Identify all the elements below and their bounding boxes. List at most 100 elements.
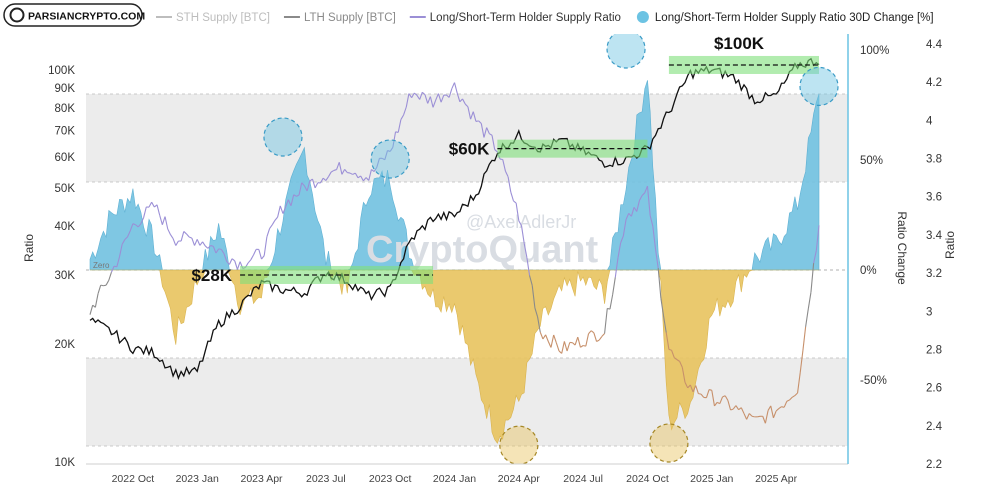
ratio-line-segment (746, 413, 750, 420)
level-label: $100K (714, 34, 765, 53)
ratio-line-segment (408, 93, 413, 99)
legend-swatch-dot (636, 11, 649, 23)
ratio-line-segment (641, 192, 646, 196)
ratio-line-segment (427, 96, 431, 104)
ratio-line-segment (510, 191, 514, 202)
ratio-line-segment (810, 263, 815, 293)
y-middle-tick-label: -50% (860, 375, 887, 387)
ratio-line-segment (743, 413, 748, 420)
ratio-line-segment (614, 257, 619, 278)
ratio-line-segment (100, 284, 104, 287)
ratio-line-segment (526, 257, 531, 276)
ratio-line-segment (194, 239, 198, 246)
ratio-line-segment (94, 293, 99, 308)
ratio-line-segment (277, 205, 281, 218)
ratio-line-segment (320, 177, 324, 184)
ratio-line-segment (764, 410, 769, 424)
ratio-line-segment (135, 224, 139, 228)
ratio-line-segment (531, 285, 536, 309)
ratio-line-segment (684, 381, 689, 389)
ratio-line-segment (529, 275, 533, 286)
y-left-tick-label: 40K (55, 221, 76, 233)
ratio-line-segment (169, 234, 174, 239)
ratio-line-segment (306, 180, 311, 192)
ratio-line-segment (593, 332, 598, 342)
ratio-line-segment (542, 334, 547, 340)
ratio-line-segment (105, 280, 110, 286)
ratio-line-segment (424, 94, 429, 104)
ratio-line-segment (175, 240, 179, 246)
ratio-line-segment (807, 292, 812, 310)
highlight-circle (799, 66, 839, 107)
ratio-line-segment (646, 185, 651, 216)
ratio-line-segment (148, 201, 153, 208)
ratio-line-segment (555, 342, 560, 352)
ratio-line-segment (400, 114, 405, 120)
y-middle-ticks: 100% 50% 0% -50% (860, 45, 889, 387)
ratio-line-segment (724, 395, 729, 401)
ratio-line-segment (333, 169, 337, 171)
ratio-line-segment (282, 206, 287, 214)
logo: PARSIANCRYPTO.COM (3, 3, 145, 27)
legend-label: LTH Supply [BTC] (304, 12, 396, 24)
ratio-line-segment (167, 228, 171, 235)
ratio-line-segment (416, 95, 421, 100)
ratio-line-segment (636, 200, 640, 212)
ratio-line-segment (681, 367, 686, 383)
y-left-ticks: 10K 20K 30K 40K 50K 60K 70K 80K 90K 100K (48, 65, 75, 469)
ratio-line-segment (97, 284, 102, 294)
plot-area: @AxelAdlerJr CryptoQuant $28K $60K $100K (86, 34, 848, 464)
y-left-tick-label: 100K (48, 65, 75, 77)
ratio-line-segment (210, 245, 214, 247)
ratio-line-segment (695, 385, 699, 394)
ratio-line-segment (805, 308, 809, 328)
ratio-line-segment (689, 384, 694, 393)
ratio-line-segment (523, 243, 528, 258)
x-tick-label: 2023 Oct (369, 473, 412, 485)
y-right-tick-label: 2.8 (926, 344, 942, 356)
ratio-line-segment (191, 237, 196, 246)
ratio-line-segment (352, 172, 356, 175)
ratio-line-segment (202, 241, 206, 247)
x-tick-label: 2024 Jan (433, 473, 476, 485)
ratio-line-segment (668, 348, 672, 351)
ratio-line-segment (303, 185, 308, 192)
ratio-line-segment (802, 326, 807, 351)
ratio-line-segment (714, 402, 718, 407)
ratio-line-segment (596, 339, 600, 342)
ratio-line-segment (250, 254, 254, 261)
ratio-line-segment (247, 259, 252, 264)
ratio-line-segment (108, 272, 112, 281)
ratio-line-segment (204, 245, 209, 249)
ratio-line-segment (630, 207, 635, 217)
ratio-line-segment (797, 372, 801, 394)
x-tick-label: 2023 Jan (176, 473, 219, 485)
ratio-line-segment (791, 395, 796, 398)
ratio-line-segment (705, 389, 710, 398)
watermark-author: @AxelAdlerJr (466, 212, 576, 232)
y-middle-tick-label: 0% (860, 265, 877, 277)
ratio-line-segment (767, 405, 772, 411)
ratio-change-areas (89, 80, 820, 444)
ratio-line-segment (196, 239, 201, 246)
ratio-line-segment (143, 206, 147, 218)
ratio-line-segment (360, 175, 364, 182)
ratio-line-segment (311, 178, 316, 189)
highlight-circle (649, 423, 689, 463)
ratio-line-segment (344, 169, 348, 173)
ratio-line-segment (285, 199, 289, 207)
level-label: $60K (449, 140, 490, 159)
ratio-line-segment (751, 415, 755, 418)
y-right-tick-label: 4 (926, 115, 933, 127)
ratio-line-segment (649, 215, 654, 227)
highlight-circle (370, 139, 410, 179)
ratio-line-segment (673, 357, 678, 361)
ratio-line-segment (545, 334, 549, 342)
ratio-line-segment (730, 408, 734, 411)
y-right-tick-label: 2.4 (926, 421, 943, 433)
y-right-tick-label: 3.4 (926, 230, 943, 242)
ratio-line-segment (231, 258, 236, 262)
ratio-line-segment (151, 201, 155, 208)
ratio-line-segment (483, 127, 488, 138)
ratio-line-segment (609, 294, 614, 310)
